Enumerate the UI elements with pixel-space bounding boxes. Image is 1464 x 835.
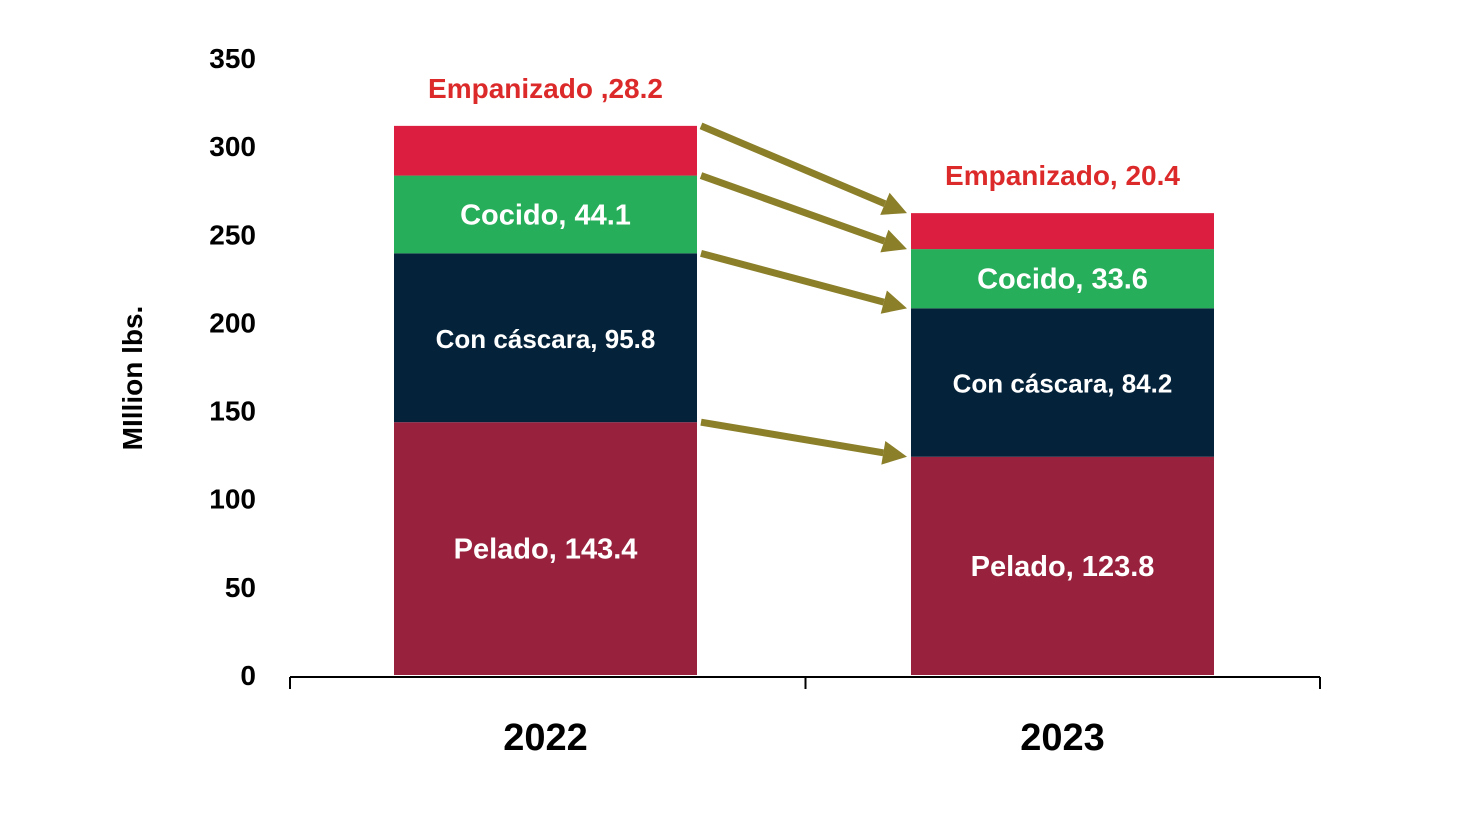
- arrow-head: [880, 290, 907, 314]
- bars-group: Pelado, 143.4 Con cáscara, 95.8 Cocido, 44…: [394, 73, 1214, 675]
- x-tick-label: 2023: [1020, 717, 1105, 759]
- y-axis-title: MIllion lbs.: [117, 306, 148, 451]
- y-tick-label: 350: [209, 43, 256, 74]
- bar-segment-pelado: [911, 456, 1214, 675]
- data-label: Cocido, 33.6: [977, 264, 1148, 296]
- y-tick-label: 50: [225, 572, 256, 603]
- arrow-shaft: [699, 122, 887, 207]
- y-tick-label: 300: [209, 131, 256, 162]
- bar-segment-empanizado: [911, 213, 1214, 250]
- bar-segment-con-c-scara: [394, 253, 697, 423]
- data-label: Con cáscara, 95.8: [436, 324, 656, 354]
- transition-arrows: [699, 122, 907, 465]
- y-axis: 0 50 100 150 200 250 300 350: [209, 43, 256, 691]
- bar-segment-cocido: [394, 175, 697, 254]
- data-label: Pelado, 143.4: [454, 534, 638, 566]
- bar-segment-pelado: [394, 422, 697, 675]
- data-label: Cocido, 44.1: [460, 199, 631, 231]
- data-label: Con cáscara, 84.2: [953, 369, 1173, 399]
- arrow-head: [880, 229, 907, 253]
- bar-segment-cocido: [911, 249, 1214, 309]
- x-axis: 2022 2023: [289, 676, 1321, 759]
- arrow-shaft: [700, 249, 885, 306]
- x-tick-label: 2022: [503, 717, 588, 759]
- data-label: Empanizado ,28.2: [428, 73, 663, 104]
- bar-segment-con-c-scara: [911, 308, 1214, 457]
- arrow-head: [881, 440, 907, 465]
- arrow-head: [880, 192, 907, 215]
- y-tick-label: 200: [209, 307, 256, 338]
- data-label: Pelado, 123.8: [971, 551, 1155, 583]
- arrow-shaft: [700, 418, 884, 457]
- data-label: Empanizado, 20.4: [945, 160, 1180, 191]
- arrow-shaft: [699, 172, 886, 245]
- bar-segment-empanizado: [394, 125, 697, 176]
- y-tick-label: 0: [240, 660, 256, 691]
- y-tick-label: 100: [209, 484, 256, 515]
- y-tick-label: 250: [209, 219, 256, 250]
- y-tick-label: 150: [209, 396, 256, 427]
